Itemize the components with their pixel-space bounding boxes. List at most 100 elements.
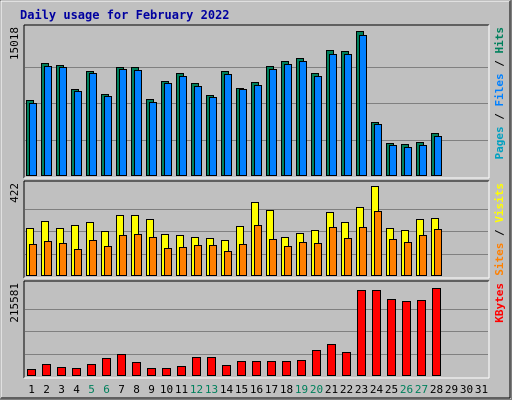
- day-label-7: 7: [118, 383, 125, 396]
- bar-files-day-5: [89, 73, 97, 176]
- bar-kbytes-day-19: [297, 360, 306, 376]
- legend-entry-1: /: [493, 107, 506, 127]
- bar-kbytes-day-10: [162, 368, 171, 376]
- bar-kbytes-day-14: [222, 365, 231, 376]
- bar-files-day-12: [194, 86, 202, 176]
- bar-kbytes-day-27: [417, 300, 426, 376]
- bar-sites-day-15: [239, 244, 247, 276]
- bar-kbytes-day-16: [252, 361, 261, 376]
- day-label-21: 21: [325, 383, 338, 396]
- day-label-1: 1: [28, 383, 35, 396]
- bar-kbytes-day-24: [372, 290, 381, 376]
- legend-mid: Sites / Visits: [493, 183, 506, 276]
- bar-sites-day-10: [164, 248, 172, 276]
- bar-kbytes-day-21: [327, 344, 336, 376]
- bar-sites-day-23: [359, 227, 367, 276]
- day-label-27: 27: [415, 383, 428, 396]
- panel-bottom: 215581 KBytes: [8, 280, 506, 379]
- bar-kbytes-day-26: [402, 301, 411, 376]
- bar-sites-day-2: [44, 241, 52, 276]
- day-label-16: 16: [250, 383, 263, 396]
- y-max-label: 15018: [8, 27, 21, 60]
- legend-entry-0: Sites: [493, 243, 506, 276]
- bar-sites-day-16: [254, 225, 262, 276]
- bar-sites-day-26: [404, 242, 412, 276]
- legend-bottom: KBytes: [493, 283, 506, 323]
- chart-panels: 15018 Pages / Files / Hits 422 Sites / Visi…: [8, 24, 506, 379]
- day-label-24: 24: [370, 383, 384, 396]
- bar-sites-day-20: [314, 243, 322, 276]
- bar-sites-day-24: [374, 211, 382, 276]
- legend-entry-2: Visits: [493, 183, 506, 223]
- series-files: [29, 35, 442, 176]
- day-label-5: 5: [88, 383, 95, 396]
- bar-kbytes-day-2: [42, 364, 51, 376]
- bar-files-day-26: [404, 147, 412, 176]
- bar-sites-day-27: [419, 235, 427, 276]
- bar-kbytes-day-4: [72, 368, 81, 376]
- bar-sites-day-17: [269, 239, 277, 276]
- bar-kbytes-day-25: [387, 299, 396, 376]
- day-label-18: 18: [280, 383, 293, 396]
- day-axis-labels: 1 2 3 4 5 6 7 8 9 10 11 12 13 14 15 16 17 18 19 20 21 22 23 24 2…: [28, 383, 488, 396]
- bar-files-day-25: [389, 145, 397, 176]
- day-label-9: 9: [148, 383, 155, 396]
- day-label-15: 15: [235, 383, 248, 396]
- bar-files-day-21: [329, 54, 337, 176]
- bar-sites-day-28: [434, 229, 442, 276]
- bar-sites-day-18: [284, 246, 292, 276]
- legend-entry-0: KBytes: [493, 283, 506, 323]
- bar-sites-day-19: [299, 242, 307, 276]
- bar-files-day-4: [74, 91, 82, 176]
- day-label-19: 19: [295, 383, 308, 396]
- legend-entry-3: /: [493, 54, 506, 74]
- bar-files-day-18: [284, 64, 292, 176]
- bar-sites-day-5: [89, 240, 97, 276]
- bar-kbytes-day-18: [282, 361, 291, 376]
- day-label-31: 31: [475, 383, 488, 396]
- bar-files-day-9: [149, 102, 157, 176]
- bar-files-day-7: [119, 69, 127, 176]
- day-label-17: 17: [265, 383, 278, 396]
- bar-kbytes-day-12: [192, 357, 201, 376]
- bar-kbytes-day-6: [102, 358, 111, 376]
- day-label-10: 10: [160, 383, 173, 396]
- bar-sites-day-1: [29, 244, 37, 276]
- bar-sites-day-6: [104, 246, 112, 276]
- day-label-25: 25: [385, 383, 398, 396]
- bar-files-day-16: [254, 85, 262, 176]
- day-label-23: 23: [355, 383, 368, 396]
- bar-files-day-19: [299, 61, 307, 176]
- legend-entry-0: Pages: [493, 126, 506, 159]
- bar-sites-day-11: [179, 247, 187, 276]
- day-label-29: 29: [445, 383, 458, 396]
- bar-sites-day-13: [209, 245, 217, 276]
- day-label-4: 4: [73, 383, 80, 396]
- legend-entry-4: Hits: [493, 27, 506, 54]
- day-label-2: 2: [43, 383, 50, 396]
- bar-files-day-28: [434, 136, 442, 176]
- day-label-3: 3: [58, 383, 65, 396]
- day-label-28: 28: [430, 383, 443, 396]
- day-label-12: 12: [190, 383, 203, 396]
- bar-files-day-14: [224, 74, 232, 176]
- chart-title: Daily usage for February 2022: [20, 8, 230, 22]
- bar-kbytes-day-28: [432, 288, 441, 376]
- series-kbytes: [27, 288, 441, 376]
- bar-sites-day-9: [149, 237, 157, 276]
- bar-files-day-1: [29, 103, 37, 176]
- series-sites: [29, 211, 442, 276]
- day-label-11: 11: [175, 383, 188, 396]
- legend-entry-2: Files: [493, 73, 506, 106]
- bar-sites-day-25: [389, 239, 397, 276]
- bar-kbytes-day-17: [267, 361, 276, 376]
- legend-top: Pages / Files / Hits: [493, 27, 506, 160]
- bar-files-day-24: [374, 124, 382, 176]
- day-label-30: 30: [460, 383, 473, 396]
- panel-mid: 422 Sites / Visits: [8, 180, 506, 279]
- bar-files-day-27: [419, 145, 427, 176]
- bar-files-day-20: [314, 76, 322, 176]
- bar-kbytes-day-9: [147, 368, 156, 376]
- bar-files-day-2: [44, 66, 52, 176]
